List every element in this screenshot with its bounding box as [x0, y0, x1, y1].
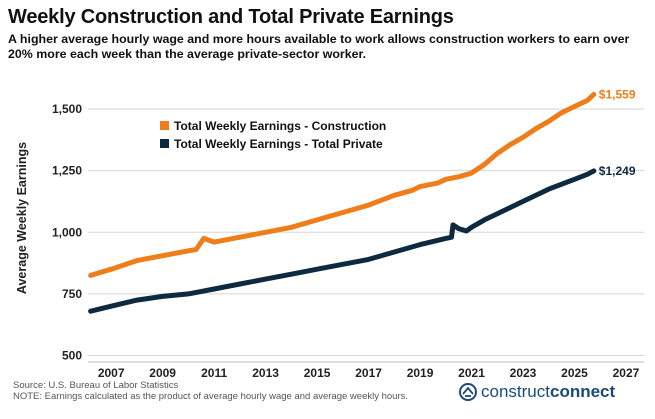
- legend-swatch-total-private: [160, 139, 169, 148]
- x-tick-label: 2015: [304, 366, 331, 380]
- series-line-total-private: [88, 168, 597, 314]
- x-tick-label: 2011: [201, 366, 227, 380]
- y-tick-label: 750: [62, 287, 82, 301]
- footer-notes: Source: U.S. Bureau of Labor Statistics …: [13, 380, 408, 402]
- brand-name-part1: construct: [481, 382, 550, 401]
- legend-label-construction: Total Weekly Earnings - Construction: [174, 119, 386, 133]
- x-tick-label: 2013: [252, 366, 279, 380]
- brand-logo: construct connect: [458, 382, 615, 402]
- x-tick-label: 2009: [149, 366, 176, 380]
- x-tick-label: 2027: [613, 366, 640, 380]
- x-tick-label: 2025: [561, 366, 588, 380]
- source-note: Source: U.S. Bureau of Labor Statistics: [13, 380, 179, 391]
- x-tick-label: 2017: [355, 366, 382, 380]
- y-tick-label: 1,000: [52, 225, 82, 239]
- method-note: NOTE: Earnings calculated as the product…: [13, 391, 409, 402]
- x-tick-label: 2007: [98, 366, 125, 380]
- series-line-construction: [88, 91, 597, 278]
- legend-label-total-private: Total Weekly Earnings - Total Private: [174, 137, 383, 151]
- chart-subtitle: A higher average hourly wage and more ho…: [8, 32, 630, 61]
- end-label-construction: $1,559: [599, 87, 636, 101]
- legend-swatch-construction: [160, 121, 169, 130]
- y-tick-label: 500: [62, 349, 82, 363]
- page-title: Weekly Construction and Total Private Ea…: [8, 6, 454, 28]
- y-tick-label: 1,250: [52, 164, 82, 178]
- x-tick-label: 2021: [458, 366, 485, 380]
- x-tick-label: 2019: [407, 366, 434, 380]
- y-tick-label: 1,500: [52, 102, 82, 116]
- construct-connect-logo-icon: [459, 383, 477, 401]
- y-axis-label: Average Weekly Earnings: [15, 141, 29, 295]
- brand-name-part2: connect: [549, 382, 616, 401]
- x-tick-label: 2023: [510, 366, 537, 380]
- end-label-total-private: $1,249: [599, 164, 636, 178]
